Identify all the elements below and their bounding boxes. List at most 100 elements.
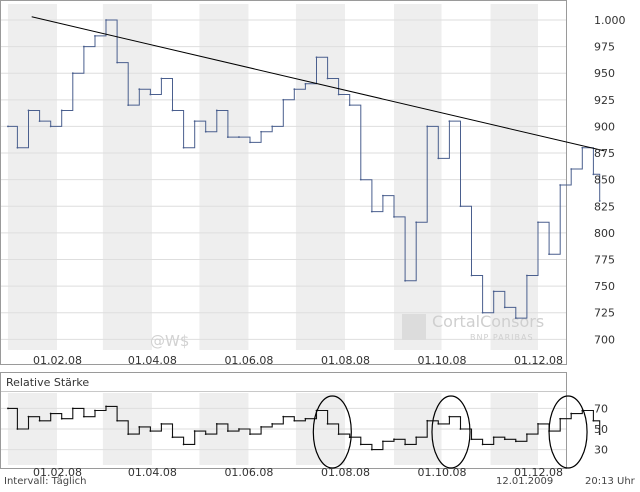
month-band <box>295 4 345 350</box>
x-tick-label: 01.12.08 <box>514 466 563 479</box>
price-trendline <box>31 16 605 152</box>
y-tick-label: 900 <box>594 120 615 133</box>
data-point <box>337 93 340 96</box>
data-point <box>592 419 595 422</box>
data-point <box>359 443 362 446</box>
data-point <box>182 146 185 149</box>
data-point <box>193 120 196 123</box>
rs-y-ticks: 70 50 30 <box>594 402 608 456</box>
data-point <box>160 77 163 80</box>
rs-circle-annotations <box>312 395 588 469</box>
data-point <box>249 141 251 144</box>
month-band <box>394 4 442 350</box>
data-point <box>581 146 584 149</box>
data-point <box>481 311 484 314</box>
x-tick-label: 01.08.08 <box>321 466 370 479</box>
data-point <box>437 157 440 160</box>
data-point <box>116 61 119 64</box>
data-point <box>503 438 506 441</box>
rs-title: Relative Stärke <box>6 376 89 389</box>
data-point <box>415 436 418 439</box>
data-point <box>293 88 296 91</box>
data-point <box>27 415 30 418</box>
data-point <box>503 306 506 309</box>
data-point <box>138 88 141 91</box>
data-point <box>470 438 473 441</box>
brand-sub: BNP PARIBAS <box>470 333 534 342</box>
data-point <box>304 417 307 420</box>
data-point <box>559 184 562 186</box>
data-point <box>526 274 528 277</box>
x-tick-label: 01.06.08 <box>224 466 273 479</box>
data-point <box>393 216 395 218</box>
data-point <box>348 436 351 439</box>
data-point <box>16 428 19 430</box>
data-point <box>249 433 251 436</box>
data-point <box>16 146 19 149</box>
data-point <box>570 412 573 415</box>
data-point <box>448 415 451 418</box>
y-tick-label: 750 <box>594 280 615 293</box>
data-point <box>393 438 395 441</box>
watermark-logo: CortalConsors BNP PARIBAS <box>402 312 544 342</box>
data-point <box>598 433 601 436</box>
data-point <box>282 98 285 101</box>
data-point <box>204 130 207 133</box>
price-x-ticks: 01.02.08 01.04.08 01.06.08 01.08.08 01.10.08… <box>33 354 563 367</box>
data-point <box>149 93 152 96</box>
interval-label: Intervall: Täglich <box>4 476 86 487</box>
price-y-ticks: 1.000 975 950 925 900 875 850 825 800 775 750 725 70… <box>594 14 626 346</box>
data-point <box>514 317 517 319</box>
circle-annotation <box>431 395 471 469</box>
month-band <box>102 4 152 350</box>
x-tick-label: 01.06.08 <box>224 354 273 367</box>
data-point <box>193 430 196 432</box>
price-panel: CortalConsors BNP PARIBAS @W$ 1.000 975 95… <box>0 0 626 367</box>
watermark-text: @W$ <box>150 332 189 350</box>
price-gridlines <box>1 19 566 340</box>
y-tick-label: 30 <box>594 444 608 457</box>
data-point <box>271 422 274 425</box>
data-point <box>127 104 130 107</box>
data-point <box>226 430 229 432</box>
data-point <box>426 419 429 422</box>
data-point <box>426 125 429 128</box>
data-point <box>459 428 462 430</box>
data-point <box>71 407 74 410</box>
data-point <box>171 109 174 112</box>
data-point <box>226 136 229 138</box>
data-point <box>82 45 85 48</box>
data-point <box>514 440 517 443</box>
data-point <box>415 221 418 224</box>
y-tick-label: 70 <box>594 402 608 415</box>
data-point <box>282 415 285 418</box>
x-tick-label: 01.04.08 <box>128 354 177 367</box>
y-tick-label: 1.000 <box>594 14 626 27</box>
month-band <box>7 4 58 350</box>
price-plot-frame <box>0 0 567 365</box>
data-point <box>171 436 174 439</box>
data-point <box>160 422 163 425</box>
footer-date: 12.01.2009 <box>496 476 553 487</box>
data-point <box>359 178 362 181</box>
footer: Intervall: Täglich 12.01.2009 20:13 Uhr <box>4 476 636 487</box>
y-tick-label: 925 <box>594 94 615 107</box>
data-point <box>60 417 63 420</box>
data-point <box>105 19 107 21</box>
y-tick-label: 725 <box>594 307 615 320</box>
data-point <box>215 109 218 112</box>
data-point <box>260 426 263 428</box>
data-point <box>370 210 373 213</box>
data-point <box>94 35 96 37</box>
data-point <box>7 125 9 128</box>
data-point <box>559 417 562 420</box>
rs-title-strip <box>1 373 566 391</box>
data-point <box>437 422 440 425</box>
data-point <box>127 433 130 436</box>
price-line <box>8 19 601 319</box>
data-point <box>526 433 528 436</box>
data-point <box>71 72 74 75</box>
data-point <box>348 104 351 107</box>
